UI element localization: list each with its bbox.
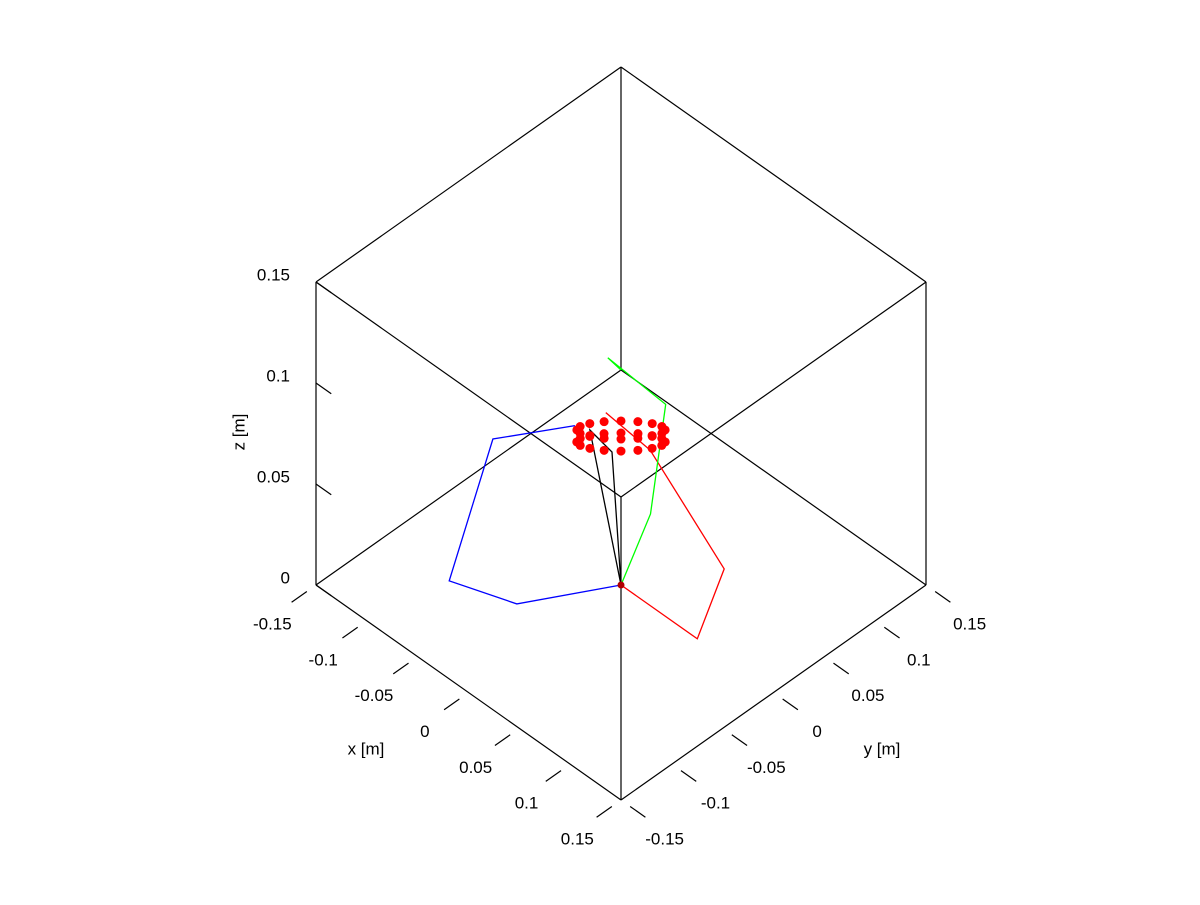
z-tick-label: 0.15 (257, 265, 290, 284)
box-edge (315, 584, 622, 801)
x-tick (596, 805, 613, 818)
y-tick-label: -0.1 (701, 794, 730, 813)
point (585, 419, 595, 429)
z-tick-label: 0 (281, 568, 290, 587)
point (585, 431, 595, 441)
point (633, 445, 643, 455)
x-tick-label: -0.15 (253, 614, 292, 633)
z-tick (315, 584, 332, 597)
x-tick-label: -0.05 (355, 686, 394, 705)
box-edge (620, 369, 927, 586)
point (575, 434, 585, 444)
x-tick (494, 734, 511, 747)
z-axis-label: z [m] (229, 414, 248, 451)
z-tick (315, 483, 332, 496)
z-tick-label: 0.1 (266, 366, 290, 385)
y-tick (934, 590, 951, 603)
box-edge (315, 369, 622, 586)
y-tick-label: 0.05 (851, 686, 884, 705)
point (657, 434, 667, 444)
box-edge (620, 281, 927, 498)
y-tick (680, 770, 697, 782)
point (616, 416, 626, 426)
y-tick-label: 0.15 (953, 614, 986, 633)
point (657, 440, 667, 450)
point (599, 429, 609, 439)
x-tick (545, 770, 562, 782)
y-tick (833, 662, 850, 675)
box-edge (620, 66, 927, 283)
point (647, 443, 657, 453)
point (633, 417, 643, 427)
point (616, 446, 626, 456)
x-tick-label: 0.05 (459, 758, 492, 777)
x-tick (342, 626, 359, 639)
y-tick (629, 805, 646, 818)
x-tick-label: -0.1 (309, 650, 338, 669)
y-axis-label: y [m] (864, 739, 901, 758)
z-tick (315, 281, 332, 294)
point (647, 419, 657, 429)
y-tick-label: -0.05 (747, 758, 786, 777)
x-tick-label: 0.15 (561, 829, 594, 848)
x-tick-label: 0 (420, 722, 429, 741)
series-line (607, 357, 667, 586)
z-tick-label: 0.05 (257, 467, 290, 486)
z-tick (315, 382, 332, 395)
y-tick-label: 0.1 (907, 650, 931, 669)
x-tick (443, 698, 460, 711)
x-tick (392, 662, 409, 675)
point (647, 431, 657, 441)
box-edge (315, 281, 622, 498)
point (616, 428, 626, 438)
point (599, 417, 609, 427)
y-tick (731, 734, 748, 747)
y-tick-label: -0.15 (645, 829, 684, 848)
point (575, 422, 585, 432)
y-tick (782, 698, 799, 711)
box-edge (315, 66, 622, 283)
point (599, 445, 609, 455)
point (657, 422, 667, 432)
box-edge (620, 584, 927, 801)
y-tick-label: 0 (812, 722, 821, 741)
series-line (448, 424, 622, 605)
y-tick (883, 626, 900, 639)
x-axis-label: x [m] (348, 739, 385, 758)
point (617, 581, 625, 589)
x-tick (291, 590, 308, 603)
x-tick-label: 0.1 (515, 794, 539, 813)
point (633, 429, 643, 439)
point (585, 443, 595, 453)
